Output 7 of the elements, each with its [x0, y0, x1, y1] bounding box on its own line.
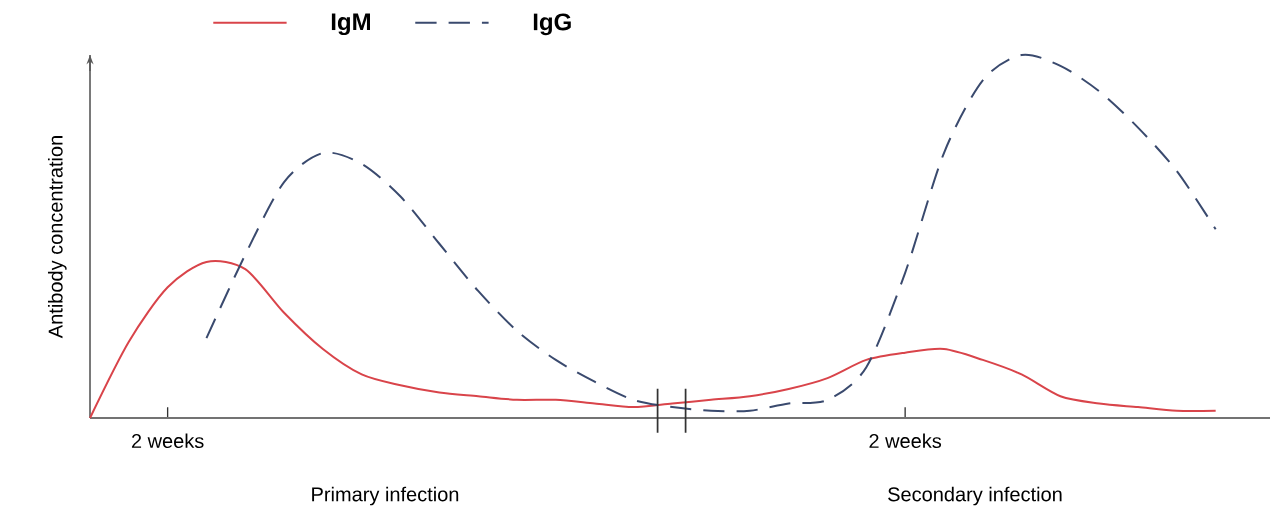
- legend-label: IgM: [331, 13, 370, 36]
- legend-label: IgG: [533, 13, 571, 36]
- text: Secondary infection: [888, 486, 1062, 506]
- y-axis-title: Antibody concentration: [47, 136, 67, 339]
- x-tick-label: 2 weeks: [131, 433, 204, 449]
- text: Primary infection: [312, 486, 459, 506]
- x-tick-label: 2 weeks: [869, 433, 942, 449]
